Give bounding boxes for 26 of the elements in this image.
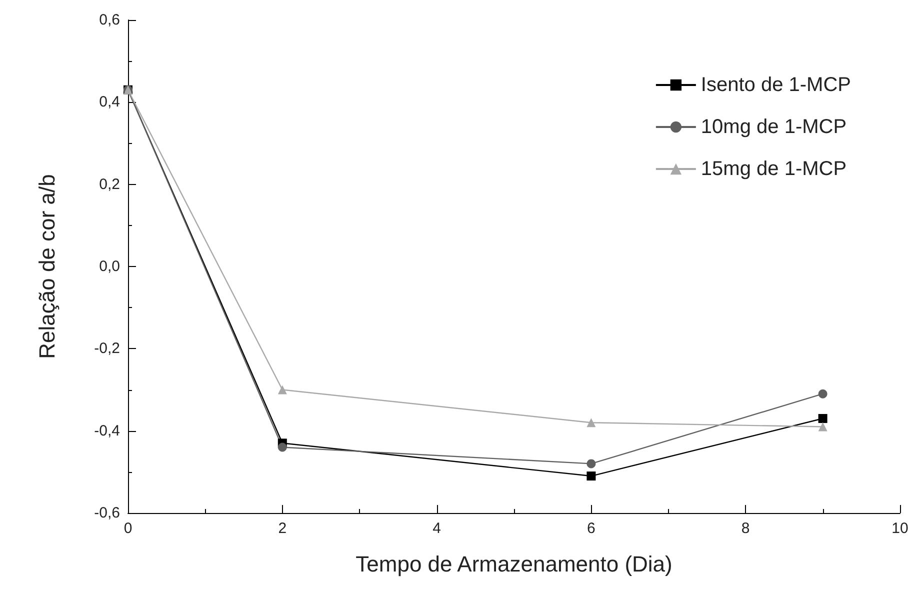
x-tick-label: 10 (892, 520, 908, 537)
y-tick-label: -0,4 (94, 422, 120, 440)
y-tick-label: 0,6 (99, 12, 120, 28)
x-tick-label: 0 (124, 520, 132, 537)
y-tick-label: -0,2 (94, 340, 120, 358)
point (586, 418, 596, 428)
legend-label: Isento de 1-MCP (700, 74, 852, 96)
point (278, 385, 287, 394)
legend-label: 10mg de 1-MCP (700, 116, 847, 138)
x-tick-label: 6 (587, 520, 596, 537)
point (586, 459, 596, 468)
x-tick-label: 2 (278, 520, 287, 537)
point (278, 442, 287, 452)
y-axis-title: Relação de cor a/b (34, 174, 60, 359)
point (586, 472, 596, 481)
x-tick-label: 8 (741, 520, 750, 537)
x-tick-label: 4 (432, 520, 441, 537)
x-axis-title: Tempo de Armazenamento (Dia) (356, 552, 672, 576)
y-tick-label: 0,0 (99, 258, 120, 275)
point (818, 389, 828, 398)
y-tick-label: -0,6 (94, 504, 120, 522)
point (818, 422, 828, 432)
legend-label: 15mg de 1-MCP (700, 158, 847, 180)
y-tick-label: 0,4 (99, 94, 120, 111)
y-tick-label: 0,2 (99, 176, 120, 193)
point (818, 414, 828, 424)
